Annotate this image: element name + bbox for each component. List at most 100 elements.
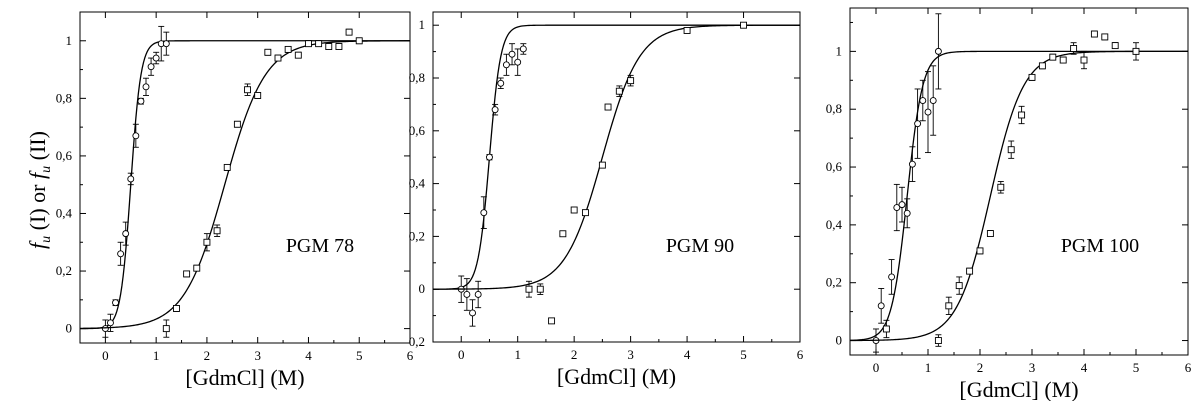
y-axis-label-f2: f <box>25 170 50 179</box>
data-point-square <box>1070 45 1078 52</box>
data-point-square <box>615 87 623 95</box>
data-point-square <box>627 77 635 85</box>
data-point-circle <box>127 175 135 183</box>
x-tick-label: 5 <box>1133 360 1140 375</box>
data-point-square <box>559 230 567 238</box>
data-point-circle <box>898 201 906 209</box>
data-point-circle <box>132 132 140 140</box>
y-tick-label: 0 <box>836 333 843 348</box>
data-point-circle <box>514 58 522 66</box>
data-point-square <box>345 28 353 36</box>
data-point-square <box>193 264 201 272</box>
data-point-circle <box>152 54 160 62</box>
chart-panel-pgm90: 0 1 2 3 4 5 6-0,200,20,40,60,81[GdmCl] (M)PGM … <box>404 11 804 389</box>
data-point-circle <box>888 273 896 281</box>
data-point-square <box>183 270 191 278</box>
data-point-square <box>1038 62 1046 70</box>
data-point-circle <box>117 250 125 258</box>
data-point-square <box>934 337 942 344</box>
x-tick-label: 2 <box>571 347 578 362</box>
data-point-square <box>997 183 1005 191</box>
fit-curve <box>80 40 410 330</box>
x-tick-label: 6 <box>1185 360 1192 375</box>
data-point-circle <box>934 47 942 55</box>
data-point-square <box>264 48 272 56</box>
x-tick-label: 0 <box>873 360 880 375</box>
data-point-square <box>525 285 533 293</box>
x-tick-label: 4 <box>305 348 312 363</box>
data-point-square <box>945 302 953 310</box>
data-point-circle <box>474 291 482 298</box>
data-point-square <box>1007 146 1015 154</box>
data-point-square <box>162 325 170 333</box>
data-point-square <box>570 206 578 214</box>
y-tick-label: 0,4 <box>826 217 843 232</box>
panel-title: PGM 78 <box>286 235 354 257</box>
x-tick-label: 2 <box>204 348 211 363</box>
x-tick-label: 6 <box>407 348 414 363</box>
data-point-circle <box>908 160 916 168</box>
data-point-square <box>683 27 691 34</box>
data-point-circle <box>929 97 937 104</box>
panel-title: PGM 100 <box>1061 235 1139 257</box>
y-tick-label: 1 <box>419 17 426 32</box>
series-square <box>433 21 800 325</box>
data-point-square <box>233 120 241 128</box>
data-point-circle <box>919 97 927 104</box>
x-tick-label: 5 <box>740 347 747 362</box>
data-point-square <box>1101 33 1109 41</box>
y-axis-label-sub2: u <box>39 166 54 173</box>
data-point-square <box>882 325 890 333</box>
y-tick-label: 0,4 <box>409 176 426 191</box>
data-point-square <box>1080 56 1088 64</box>
y-axis-label: fu (I) or fu (II) <box>25 131 54 249</box>
fit-curve <box>433 24 800 290</box>
data-point-circle <box>463 291 471 298</box>
x-tick-label: 0 <box>102 348 109 363</box>
data-point-square <box>274 54 282 62</box>
data-point-square <box>581 209 589 217</box>
data-point-square <box>598 161 606 169</box>
x-tick-label: 6 <box>797 347 804 362</box>
series-square <box>80 28 410 338</box>
x-tick-label: 1 <box>514 347 521 362</box>
x-tick-label: 2 <box>977 360 984 375</box>
data-point-square <box>1090 30 1098 38</box>
data-point-square <box>976 247 984 255</box>
y-tick-label: 0,4 <box>56 205 73 220</box>
y-tick-label: 0,6 <box>56 148 73 163</box>
data-point-square <box>355 37 363 45</box>
data-point-circle <box>924 108 932 116</box>
data-point-circle <box>877 302 885 310</box>
x-axis-label: [GdmCl] (M) <box>185 365 304 390</box>
data-point-square <box>548 317 556 325</box>
data-point-square <box>284 45 292 53</box>
x-tick-label: 4 <box>684 347 691 362</box>
data-point-square <box>986 230 994 238</box>
data-point-square <box>335 43 343 50</box>
y-tick-label: 0,6 <box>409 123 426 138</box>
data-point-square <box>213 227 221 235</box>
data-point-square <box>244 86 251 94</box>
data-point-square <box>1049 53 1057 61</box>
data-point-square <box>223 163 231 171</box>
x-axis-label: [GdmCl] (M) <box>557 364 676 389</box>
y-axis-label-sub1: u <box>39 236 54 243</box>
data-point-square <box>1018 111 1026 119</box>
x-tick-label: 1 <box>153 348 160 363</box>
data-point-square <box>294 51 302 59</box>
y-tick-label: 0,6 <box>826 159 843 174</box>
x-tick-label: 3 <box>1029 360 1036 375</box>
x-tick-label: 3 <box>627 347 634 362</box>
chart-panel-pgm78: 0 1 2 3 4 5 6 0 0,2 0,4 0,6 0,8 1 [GdmCl] (M) PGM 78 <box>56 11 414 390</box>
data-point-circle <box>497 79 505 87</box>
data-point-square <box>955 282 963 290</box>
y-tick-label: 0,8 <box>56 90 72 105</box>
data-point-square <box>1111 42 1119 50</box>
plot-frame <box>432 11 801 343</box>
x-tick-label: 4 <box>1081 360 1088 375</box>
data-point-circle <box>486 153 493 161</box>
data-point-square <box>254 92 262 99</box>
plot-frame <box>79 11 411 344</box>
series-square <box>850 30 1188 347</box>
